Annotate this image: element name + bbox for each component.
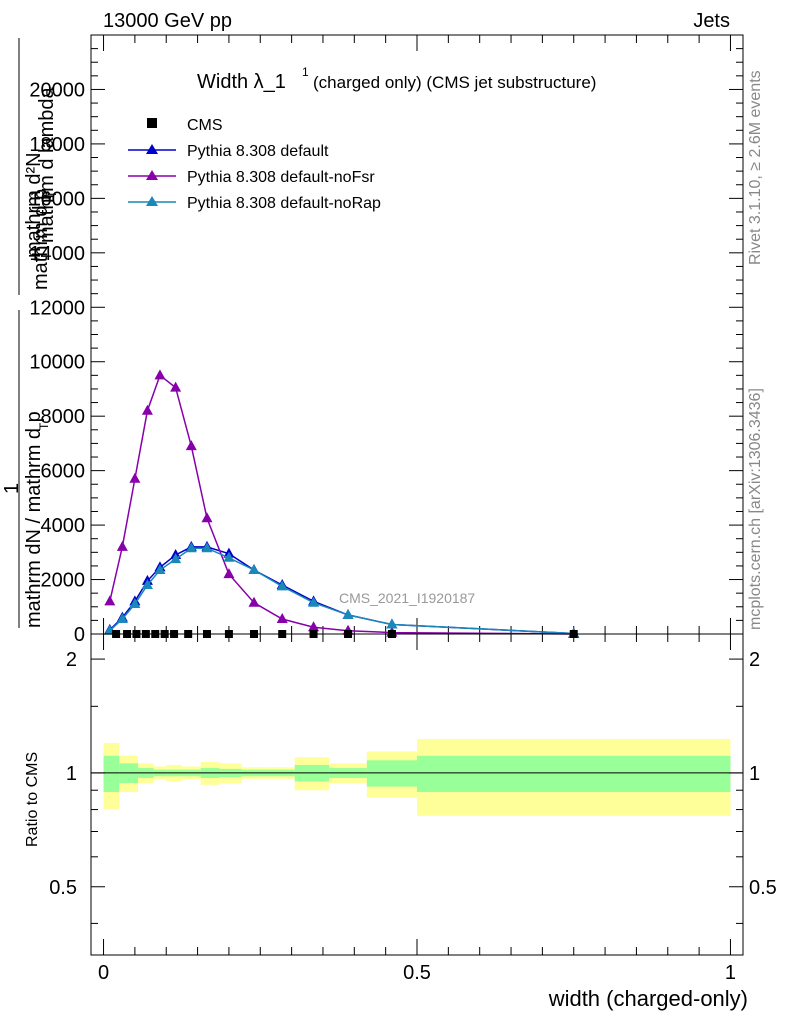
ratio-uncertainty-bands (103, 738, 731, 816)
plot-title: Width λ_1 (197, 71, 286, 93)
main-y-axis-label: mathrm d²N mathrm d p T mathrm d lambda … (1, 38, 59, 628)
y-tick-label: 8000 (41, 406, 86, 428)
series-point-1 (170, 381, 182, 392)
series-point-2 (129, 598, 141, 609)
series-point-2 (201, 542, 213, 553)
y-tick-label: 10000 (29, 352, 85, 374)
header-energy-label: 13000 GeV pp (103, 10, 232, 32)
series-point-1 (201, 512, 213, 523)
plot-title-superscript: 1 (302, 65, 309, 79)
y-label-one: 1 (1, 483, 23, 494)
series-point-2 (170, 553, 182, 564)
series-point-1 (116, 540, 128, 551)
y-label-lambda: mathrm d lambda (36, 87, 58, 243)
series-point-2 (185, 542, 197, 553)
y-label-norm-subscript: T (37, 422, 51, 430)
header-jets-label: Jets (693, 10, 730, 32)
series-point-2 (223, 551, 235, 562)
legend-default-label: Pythia 8.308 default (187, 143, 329, 160)
ratio-stat-band (103, 755, 120, 793)
series-point-2 (154, 564, 166, 575)
ratio-x-axis: 0 0.5 1 (98, 634, 736, 984)
y-tick-label: 18000 (29, 134, 85, 156)
series-point-2 (141, 578, 153, 589)
ratio-y-tick-label: 2 (66, 649, 77, 671)
y-label-numerator: mathrm d²N (23, 152, 45, 258)
rivet-side-label: Rivet 3.1.10, ≥ 2.6M events (747, 70, 764, 265)
ratio-y-tick-label: 0.5 (49, 877, 77, 899)
series-point-2 (386, 618, 398, 629)
legend-default-marker (146, 144, 158, 154)
legend-entry-nofsr: Pythia 8.308 default-noFsr (128, 169, 375, 186)
legend-norap-label: Pythia 8.308 default-noRap (187, 195, 381, 212)
series-point-1 (104, 595, 116, 606)
series-point-1 (248, 596, 260, 607)
x-tick-label: 1 (725, 962, 736, 984)
series-point-2 (342, 608, 354, 619)
x-tick-label: 0 (98, 962, 109, 984)
series-point-1 (276, 613, 288, 624)
ratio-y-axis: 0.5 0.5 1 1 2 2 (49, 649, 777, 924)
series-point-1 (308, 621, 320, 632)
ratio-stat-band (366, 760, 417, 787)
y-label-denominator: mathrm d p (30, 189, 52, 290)
legend-entry-default: Pythia 8.308 default (128, 143, 329, 160)
y-tick-label: 6000 (41, 461, 86, 483)
series-layer (104, 369, 580, 638)
series-point-1 (129, 472, 141, 483)
ratio-y-label: Ratio to CMS (24, 752, 41, 847)
legend-entry-cms: CMS (147, 117, 223, 134)
x-tick-label: 0.5 (403, 962, 431, 984)
ratio-stat-band (417, 755, 731, 793)
mcplots-side-label: mcplots.cern.ch [arXiv:1306.3436] (747, 388, 764, 630)
series-point-2 (248, 564, 260, 575)
main-panel: 0 2000 4000 6000 8000 10000 12000 14000 16000 180… (1, 34, 744, 646)
ratio-y-tick-label: 1 (66, 763, 77, 785)
series-point-1 (141, 404, 153, 415)
series-point-1 (223, 568, 235, 579)
main-x-ticks (103, 35, 731, 634)
ratio-panel: 0.5 0.51 12 2 0 0.5 1 Ratio to CMS width (cha… (24, 633, 777, 1011)
y-tick-label: 4000 (41, 515, 86, 537)
legend-nofsr-label: Pythia 8.308 default-noFsr (187, 169, 375, 186)
main-y-axis: 0 2000 4000 6000 8000 10000 12000 14000 16000 180… (29, 48, 743, 646)
legend-entry-norap: Pythia 8.308 default-noRap (128, 195, 381, 212)
legend: CMS Pythia 8.308 default Pythia 8.308 de… (128, 117, 381, 212)
y-tick-label: 2000 (41, 570, 86, 592)
y-label-denominator-subscript: T (45, 190, 59, 198)
legend-nofsr-marker (146, 170, 158, 180)
y-tick-label: 12000 (29, 297, 85, 319)
analysis-watermark: CMS_2021_I1920187 (339, 590, 475, 606)
series-point-1 (185, 440, 197, 451)
legend-norap-marker (146, 196, 158, 206)
series-point-2 (116, 613, 128, 624)
y-tick-label: 20000 (29, 79, 85, 101)
legend-cms-marker (147, 118, 157, 128)
x-axis-label: width (charged-only) (548, 986, 748, 1011)
y-tick-label: 16000 (29, 188, 85, 210)
y-tick-label: 14000 (29, 243, 85, 265)
ratio-y-tick-label-right: 1 (749, 763, 760, 785)
series-point-2 (276, 580, 288, 591)
y-tick-label: 0 (74, 624, 85, 646)
series-point-1 (154, 369, 166, 380)
plot-title-detail: (charged only) (CMS jet substructure) (313, 73, 596, 92)
ratio-y-tick-label-right: 0.5 (749, 877, 777, 899)
ratio-y-tick-label-right: 2 (749, 649, 760, 671)
series-point-2 (308, 596, 320, 607)
legend-cms-label: CMS (187, 117, 223, 134)
y-label-norm: mathrm dN / mathrm d p (23, 411, 45, 628)
